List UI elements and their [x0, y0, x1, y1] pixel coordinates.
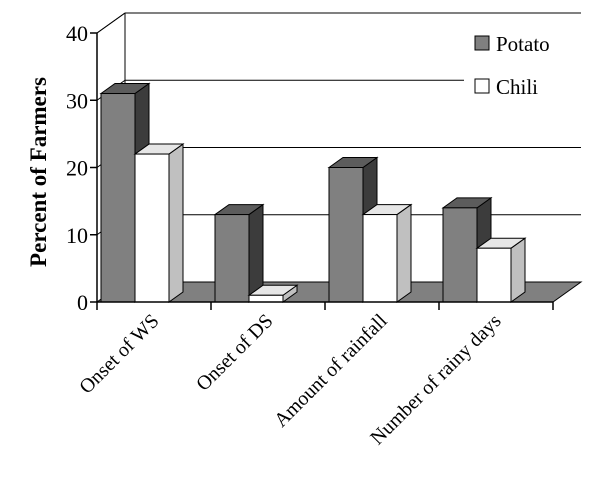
bar-potato-0 — [100, 93, 136, 303]
y-tick-labels: 0 10 20 30 40 — [66, 21, 88, 315]
legend-label-chili: Chili — [496, 75, 538, 99]
bar-side-chili-2 — [396, 203, 412, 303]
legend: Potato Chili — [464, 18, 582, 106]
x-tick-label-1: Onset of DS — [192, 310, 277, 395]
y-tick-label-0: 0 — [77, 290, 88, 315]
bar-chili-3 — [476, 247, 512, 303]
gridline-side-40 — [96, 12, 126, 34]
axes — [90, 32, 554, 310]
legend-swatch-chili — [474, 78, 490, 94]
bar-side-chili-3 — [510, 237, 526, 303]
bar-potato-3 — [442, 207, 478, 303]
bar-chili-2 — [362, 214, 398, 303]
y-tick-label-40: 40 — [66, 21, 88, 46]
bar-potato-2 — [328, 167, 364, 303]
bar-potato-1 — [214, 214, 250, 303]
legend-label-potato: Potato — [496, 32, 550, 56]
legend-swatch-potato — [474, 35, 490, 51]
y-axis-label: Percent of Farmers — [26, 77, 51, 267]
y-tick-label-10: 10 — [66, 223, 88, 248]
x-tick-label-2: Amount of rainfall — [270, 310, 392, 432]
bars — [99, 82, 527, 303]
y-tick-label-20: 20 — [66, 156, 88, 181]
x-tick-label-3: Number of rainy days — [366, 310, 505, 449]
bar-side-chili-0 — [168, 143, 184, 303]
y-tick-label-30: 30 — [66, 88, 88, 113]
bar-chili-1 — [248, 294, 284, 303]
bar-chili-0 — [134, 153, 170, 303]
x-tick-label-0: Onset of WS — [75, 310, 163, 398]
